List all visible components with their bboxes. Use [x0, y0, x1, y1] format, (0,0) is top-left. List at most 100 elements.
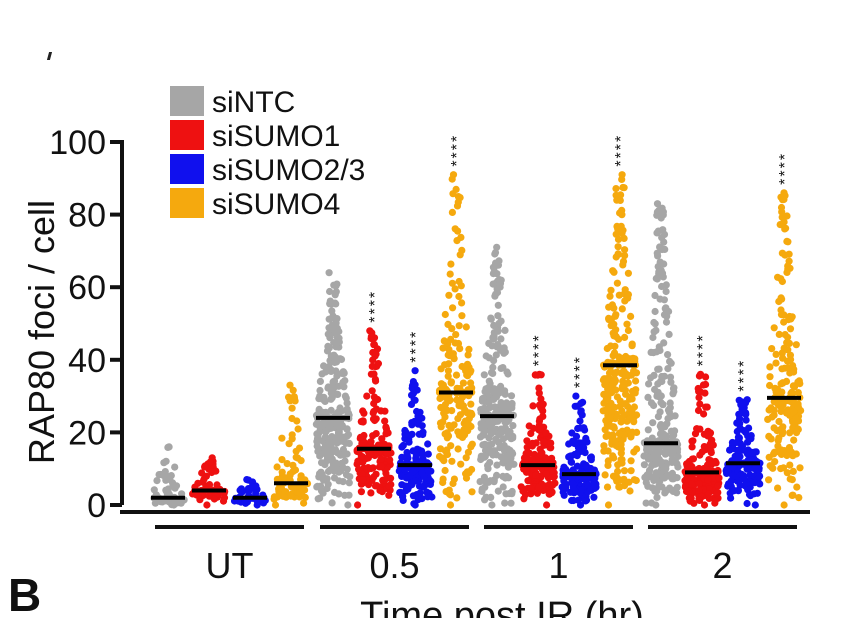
data-point	[559, 488, 567, 496]
x-group-label-1: 0.5	[369, 545, 419, 586]
data-point	[784, 238, 792, 246]
data-point	[765, 476, 773, 484]
data-point	[661, 433, 669, 441]
data-point	[787, 389, 795, 397]
data-point	[440, 337, 448, 345]
data-point	[784, 262, 792, 270]
data-point	[445, 345, 453, 354]
data-point	[560, 463, 568, 471]
data-point	[549, 481, 557, 489]
data-point	[398, 443, 406, 451]
data-point	[270, 495, 278, 503]
data-point	[486, 458, 494, 467]
data-point	[344, 409, 352, 417]
data-point	[440, 457, 448, 465]
data-point	[787, 355, 795, 364]
data-point	[424, 493, 432, 501]
data-point	[408, 419, 416, 427]
data-point	[492, 260, 500, 268]
data-point	[627, 467, 635, 475]
data-point	[329, 461, 337, 469]
data-point	[300, 499, 308, 507]
data-point	[610, 268, 618, 276]
data-point	[781, 225, 789, 233]
data-point	[703, 403, 711, 411]
data-point	[459, 379, 467, 387]
data-point	[779, 354, 787, 362]
data-point	[695, 372, 704, 380]
data-point	[398, 453, 406, 461]
data-point	[618, 383, 627, 391]
data-point	[784, 333, 792, 341]
data-point	[603, 405, 612, 413]
data-point	[794, 389, 802, 397]
data-point	[447, 378, 455, 386]
data-point	[787, 315, 795, 323]
significance-mark: ****	[613, 134, 630, 167]
data-point	[341, 457, 349, 465]
data-point	[546, 439, 554, 447]
data-point	[651, 476, 659, 484]
data-point	[371, 482, 380, 490]
data-point	[369, 409, 377, 417]
data-point	[735, 453, 743, 461]
data-point	[465, 345, 473, 353]
data-point	[448, 175, 456, 183]
data-point	[320, 362, 328, 370]
data-point	[645, 380, 653, 388]
data-point	[326, 287, 334, 296]
data-point	[490, 268, 498, 276]
data-point	[770, 450, 778, 458]
data-point	[501, 499, 509, 507]
data-point	[326, 300, 334, 308]
data-point	[398, 472, 406, 480]
data-point	[505, 428, 513, 436]
significance-mark: ****	[531, 333, 548, 366]
data-point	[453, 494, 461, 502]
data-point	[683, 462, 691, 470]
data-point	[449, 304, 457, 312]
data-point	[426, 476, 434, 484]
data-point	[689, 455, 698, 463]
data-point	[560, 483, 568, 491]
data-point	[774, 484, 782, 492]
data-point	[715, 474, 723, 482]
data-point	[449, 352, 457, 360]
data-point	[283, 460, 291, 468]
data-point	[795, 377, 803, 385]
data-point	[441, 400, 449, 409]
data-point	[316, 377, 324, 385]
data-point	[527, 484, 535, 492]
data-point	[330, 281, 338, 289]
data-point	[467, 443, 475, 451]
data-point	[768, 345, 776, 353]
data-point	[587, 453, 596, 461]
data-point	[607, 286, 615, 294]
y-tick-label-60: 60	[68, 269, 106, 307]
data-point	[480, 473, 488, 481]
data-point	[626, 415, 634, 423]
data-point	[604, 457, 612, 465]
data-point	[688, 437, 696, 445]
data-point	[651, 307, 659, 316]
data-point	[572, 392, 580, 400]
data-point	[328, 499, 336, 507]
data-point	[784, 364, 792, 372]
data-point	[338, 381, 346, 389]
data-point	[649, 333, 657, 342]
data-point	[695, 387, 703, 395]
data-point	[647, 348, 655, 356]
data-point	[673, 483, 681, 491]
data-point	[627, 312, 635, 320]
y-tick-label-80: 80	[68, 197, 106, 235]
data-point	[612, 185, 620, 193]
data-point	[539, 400, 547, 408]
data-point	[632, 476, 640, 485]
data-point	[783, 268, 791, 276]
data-point	[644, 470, 653, 479]
data-point	[744, 438, 752, 446]
data-point	[644, 482, 652, 490]
data-point	[378, 435, 386, 443]
data-point	[332, 288, 340, 296]
